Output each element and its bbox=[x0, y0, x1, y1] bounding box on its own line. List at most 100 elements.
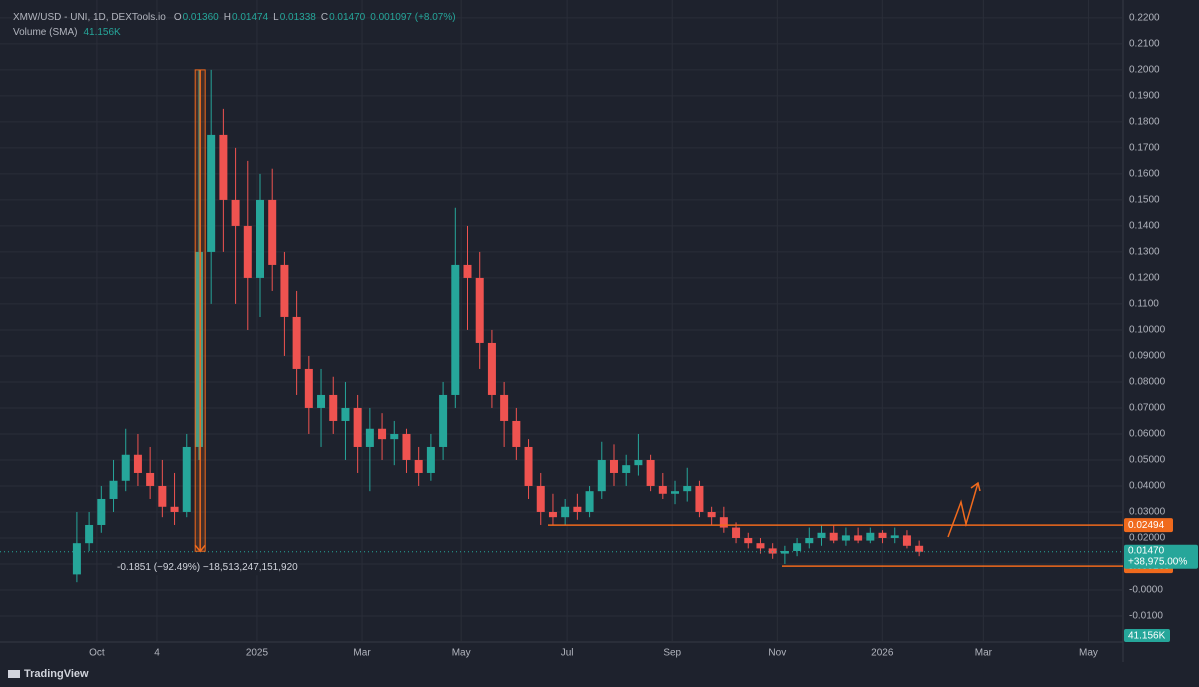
candle-body bbox=[768, 548, 777, 554]
candle-body bbox=[573, 506, 582, 512]
candle-body bbox=[854, 535, 863, 541]
y-tick-label: -0.0100 bbox=[1129, 611, 1163, 622]
ohlc-key: O bbox=[173, 12, 182, 23]
candle-body bbox=[329, 394, 338, 421]
candle-body bbox=[829, 532, 838, 541]
price-tag bbox=[1124, 544, 1198, 569]
ohlc-value: 0.01338 bbox=[279, 12, 316, 23]
ohlc: O0.01360 H0.01474 L0.01338 C0.01470 bbox=[174, 12, 370, 23]
y-tick-label: 0.1300 bbox=[1129, 247, 1160, 258]
y-tick-label: 0.1800 bbox=[1129, 117, 1160, 128]
candle-body bbox=[695, 485, 704, 512]
candle-body bbox=[121, 454, 130, 481]
candle-body bbox=[255, 199, 264, 278]
candle-body bbox=[170, 506, 179, 512]
candle-body bbox=[609, 459, 618, 473]
ohlc-key: C bbox=[320, 12, 329, 23]
measure-label-bg bbox=[112, 559, 297, 576]
change: 0.001097 (+8.07%) bbox=[370, 12, 456, 23]
candle-body bbox=[194, 251, 203, 447]
candle-body bbox=[671, 491, 680, 494]
candle-body bbox=[646, 459, 655, 486]
x-tick-label: Mar bbox=[975, 648, 993, 659]
projection-arrow-head bbox=[970, 481, 981, 492]
candle-body bbox=[414, 459, 423, 473]
candle-body bbox=[683, 485, 692, 492]
candle-body bbox=[902, 535, 911, 546]
candle-body bbox=[451, 264, 460, 395]
price-tag-label: 0.01470 bbox=[1128, 545, 1165, 556]
candle-body bbox=[597, 459, 606, 492]
price-tag bbox=[1124, 518, 1173, 533]
candle-body bbox=[182, 446, 191, 512]
candle-body bbox=[658, 485, 667, 494]
candle-body bbox=[548, 511, 557, 518]
y-tick-label: 0.2200 bbox=[1129, 13, 1160, 24]
candle-body bbox=[280, 264, 289, 317]
candle-body bbox=[536, 485, 545, 512]
x-tick-label: Oct bbox=[89, 648, 105, 659]
candle-body bbox=[500, 394, 509, 421]
candle-body bbox=[463, 264, 472, 278]
candle-body bbox=[390, 433, 399, 440]
y-tick-label: 0.1400 bbox=[1129, 221, 1160, 232]
candle-body bbox=[585, 491, 594, 512]
candle-body bbox=[268, 199, 277, 265]
y-tick-label: 0.06000 bbox=[1129, 429, 1166, 440]
candle-body bbox=[439, 394, 448, 447]
candle-body bbox=[817, 532, 826, 538]
legend-line: XMW/USD - UNI, 1D, DEXTools.io O0.01360 H 0… bbox=[13, 12, 461, 23]
candle-body bbox=[487, 342, 496, 395]
candle-body bbox=[475, 277, 484, 343]
y-tick-label: 0.2100 bbox=[1129, 39, 1160, 50]
candle-body bbox=[878, 532, 887, 538]
volume-tag bbox=[1124, 629, 1170, 642]
y-tick-label: 0.1200 bbox=[1129, 273, 1160, 284]
y-tick-label: 0.02000 bbox=[1129, 533, 1166, 544]
candle-body bbox=[915, 545, 924, 552]
y-tick-label: 0.10000 bbox=[1129, 325, 1166, 336]
symbol: XMW/USD - UNI, 1D, DEXTools.io bbox=[13, 12, 166, 23]
candle-body bbox=[146, 472, 155, 486]
price-tag-change: +38,975.00% bbox=[1128, 556, 1187, 567]
price-tag-label: 0.02494 bbox=[1128, 520, 1165, 531]
y-tick-label: 0.05000 bbox=[1129, 455, 1166, 466]
x-tick-label: Sep bbox=[663, 648, 681, 659]
volume-label: Volume (SMA) bbox=[13, 27, 78, 38]
ohlc-key: H bbox=[223, 12, 231, 23]
y-tick-label: 0.1700 bbox=[1129, 143, 1160, 154]
candle-body bbox=[243, 225, 252, 278]
candle-body bbox=[341, 407, 350, 421]
y-tick-label: 0.08000 bbox=[1129, 377, 1166, 388]
y-tick-label: 0.1500 bbox=[1129, 195, 1160, 206]
candle-body bbox=[207, 134, 216, 252]
x-tick-label: May bbox=[1079, 648, 1098, 659]
candle-body bbox=[353, 407, 362, 447]
candle-body bbox=[866, 532, 875, 541]
candle-body bbox=[622, 465, 631, 473]
candle-body bbox=[561, 506, 570, 518]
candle-body bbox=[719, 517, 728, 528]
y-tick-label: -0.0000 bbox=[1129, 585, 1163, 596]
candle-body bbox=[426, 446, 435, 473]
candle-body bbox=[158, 485, 167, 507]
ohlc-value: 0.01360 bbox=[182, 12, 219, 23]
ohlc-key: L bbox=[273, 12, 279, 23]
candle-body bbox=[317, 394, 326, 408]
x-tick-label: Jul bbox=[561, 648, 574, 659]
y-tick-label: 0.1600 bbox=[1129, 169, 1160, 180]
x-tick-label: Mar bbox=[353, 648, 371, 659]
y-tick-label: 0.07000 bbox=[1129, 403, 1166, 414]
candle-body bbox=[402, 433, 411, 460]
candle-body bbox=[780, 550, 789, 554]
measure-arrow bbox=[194, 544, 206, 553]
y-tick-label: 0.03000 bbox=[1129, 507, 1166, 518]
x-tick-label: 2026 bbox=[871, 648, 894, 659]
candle-body bbox=[732, 527, 741, 538]
y-tick-label: 0.04000 bbox=[1129, 481, 1166, 492]
y-tick-label: 0.1900 bbox=[1129, 91, 1160, 102]
candle-body bbox=[72, 543, 81, 575]
candle-body bbox=[793, 543, 802, 551]
